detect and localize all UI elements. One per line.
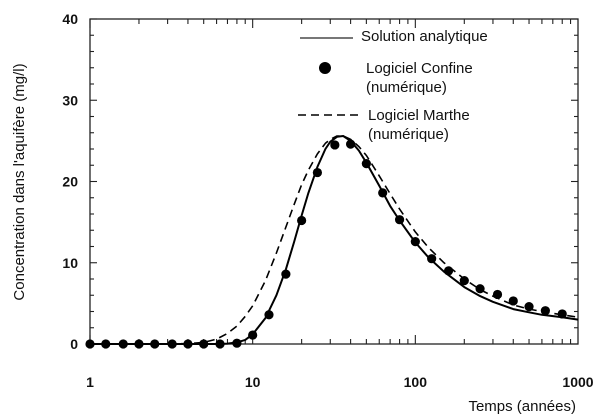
confine-point (248, 330, 258, 340)
confine-point (199, 339, 209, 349)
series-layer (85, 135, 579, 349)
legend-label-analytique: Solution analytique (361, 28, 488, 45)
confine-point (443, 266, 454, 276)
x-tick-label: 10 (245, 374, 261, 390)
confine-point (427, 254, 437, 264)
confine-point (394, 215, 405, 225)
confine-point (361, 159, 371, 169)
plot-area-frame (89, 18, 579, 345)
confine-point (232, 338, 242, 348)
x-tick-label: 100 (404, 374, 428, 390)
legend-swatch-confine (319, 62, 331, 74)
confine-point (330, 140, 340, 150)
confine-point (215, 339, 225, 349)
confine-point (281, 269, 291, 279)
confine-point (297, 215, 307, 226)
y-tick-label: 20 (62, 174, 78, 190)
y-tick-label: 10 (62, 255, 78, 271)
analytique-series-line (90, 135, 579, 345)
legend-label-confine: Logiciel Confine (numérique) (366, 60, 473, 96)
marthe-series-line (90, 135, 579, 345)
axis-ticks: 0 10 20 30 40 1 10 100 1000 (62, 11, 593, 390)
y-tick-label: 30 (62, 92, 78, 108)
confine-point (459, 276, 469, 286)
confine-point (312, 167, 322, 178)
confine-point (150, 339, 160, 349)
y-tick-label: 0 (70, 336, 78, 352)
confine-point (134, 339, 144, 349)
confine-point (410, 237, 420, 247)
legend: Solution analytique Logiciel Confine (numé… (298, 28, 488, 143)
confine-point (540, 306, 550, 316)
x-tick-label: 1000 (562, 374, 593, 390)
confine-point (346, 139, 356, 149)
y-tick-label: 40 (62, 11, 78, 27)
y-axis-title: Concentration dans l'aquifère (mg/l) (11, 63, 28, 300)
legend-label-marthe: Logiciel Marthe (numérique) (368, 107, 470, 143)
x-axis-title: Temps (années) (468, 398, 576, 415)
confine-point (378, 188, 388, 198)
confine-point (557, 309, 567, 319)
confine-point (264, 310, 274, 320)
x-tick-label: 1 (86, 374, 94, 390)
